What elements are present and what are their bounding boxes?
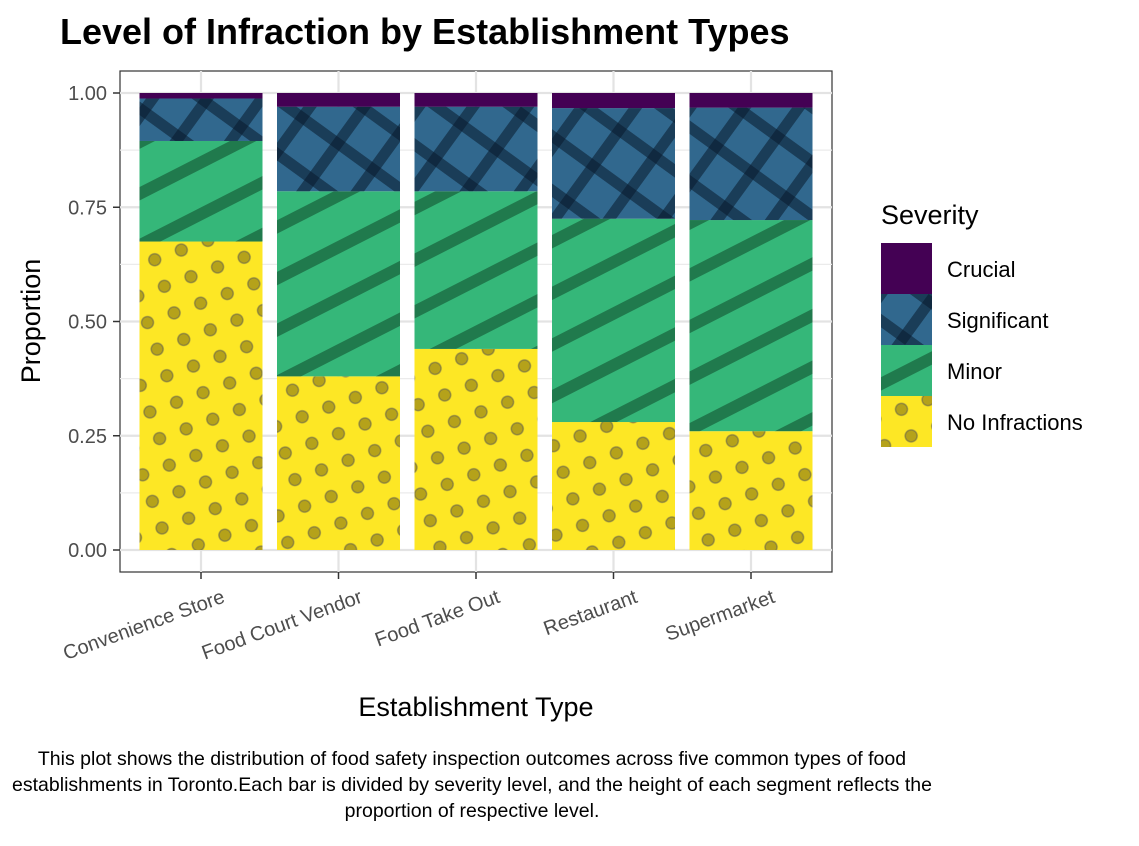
- legend-label-minor: Minor: [947, 359, 1002, 384]
- legend-key-crucial: [881, 243, 932, 294]
- x-tick-label: Restaurant: [541, 586, 641, 640]
- x-tick-label: Supermarket: [663, 586, 779, 646]
- bar-segment-crucial: [689, 93, 813, 108]
- bar-pattern-minor: [689, 220, 813, 432]
- y-tick-label: 0.00: [68, 540, 107, 562]
- bars: [139, 93, 813, 550]
- legend-label-no-infractions: No Infractions: [947, 410, 1083, 435]
- bar-pattern-significant: [552, 108, 675, 219]
- bar-pattern-significant: [689, 107, 813, 221]
- bar-pattern-significant: [139, 98, 263, 141]
- bar-pattern-minor: [139, 140, 263, 242]
- legend-key-pattern-significant: [881, 294, 932, 345]
- chart-title: Level of Infraction by Establishment Typ…: [60, 11, 790, 52]
- y-tick-label: 0.50: [68, 312, 107, 334]
- y-axis: 0.00 0.25 0.50 0.75 1.00: [68, 83, 120, 562]
- bar-pattern-significant: [277, 106, 400, 192]
- bar-pattern-minor: [552, 218, 675, 423]
- bar-segment-crucial: [277, 93, 400, 107]
- bar-pattern-minor: [277, 191, 400, 377]
- y-tick-label: 1.00: [68, 83, 107, 105]
- figure-caption: This plot shows the distribution of food…: [12, 748, 932, 822]
- y-tick-label: 0.25: [68, 426, 107, 448]
- bar-pattern-no-infractions: [277, 376, 400, 550]
- y-axis-title: Proportion: [16, 259, 46, 384]
- bar-pattern-significant: [414, 106, 538, 192]
- bar-pattern-minor: [414, 191, 538, 349]
- legend-label-crucial: Crucial: [947, 257, 1015, 282]
- x-tick-label: Food Take Out: [372, 586, 503, 652]
- bar-pattern-no-infractions: [414, 348, 538, 550]
- bar-segment-crucial: [552, 93, 675, 109]
- bar-segment-crucial: [139, 93, 263, 99]
- legend-key-pattern-minor: [881, 345, 932, 396]
- x-axis-title: Establishment Type: [358, 692, 593, 722]
- legend-label-significant: Significant: [947, 308, 1049, 333]
- legend-key-pattern-no-infractions: [881, 396, 932, 447]
- legend-title: Severity: [881, 200, 979, 230]
- bar-pattern-no-infractions: [552, 422, 675, 550]
- bar-segment-crucial: [414, 93, 538, 107]
- legend: Severity Crucial Significant Minor No Infra…: [881, 200, 1083, 447]
- y-tick-label: 0.75: [68, 197, 107, 219]
- bar-pattern-no-infractions: [139, 241, 263, 550]
- bar-pattern-no-infractions: [689, 431, 813, 550]
